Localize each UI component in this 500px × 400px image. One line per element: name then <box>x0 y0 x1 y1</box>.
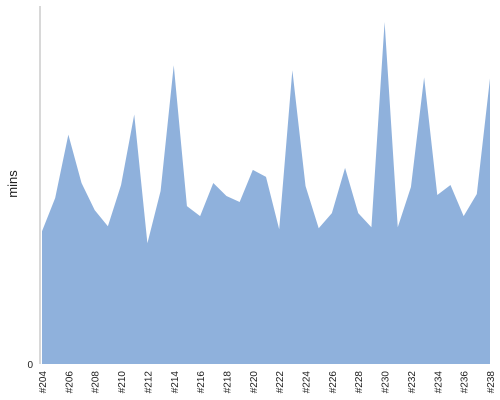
x-tick-label: #228 <box>354 371 365 394</box>
x-tick-label: #224 <box>302 371 313 394</box>
x-tick-label: #232 <box>407 371 418 394</box>
x-tick-label: #208 <box>91 371 102 394</box>
plot-area <box>42 22 490 364</box>
x-tick-label: #238 <box>486 371 497 394</box>
x-axis-ticks: #204 #206 #208 #210 #212 #214 #216 #218 #220 #222… <box>38 371 497 394</box>
x-tick-label: #212 <box>143 371 154 394</box>
x-tick-label: #220 <box>249 371 260 394</box>
x-tick-label: #214 <box>170 371 181 394</box>
x-tick-label: #204 <box>38 371 49 394</box>
area-series-0 <box>42 22 490 364</box>
x-tick-label: #216 <box>196 371 207 394</box>
x-tick-label: #218 <box>222 371 233 394</box>
x-tick-label: #234 <box>433 371 444 394</box>
x-tick-label: #222 <box>275 371 286 394</box>
x-tick-label: #206 <box>64 371 75 394</box>
y-tick-label: 0 <box>27 360 33 371</box>
x-tick-label: #210 <box>117 371 128 394</box>
x-tick-label: #226 <box>328 371 339 394</box>
x-tick-label: #236 <box>460 371 471 394</box>
y-axis-label: mins <box>5 170 20 198</box>
x-tick-label: #230 <box>381 371 392 394</box>
